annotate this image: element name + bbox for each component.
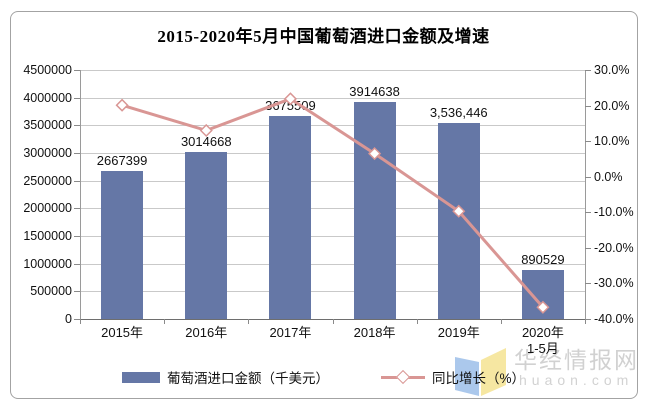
chart-title: 2015-2020年5月中国葡萄酒进口金额及增速 bbox=[157, 27, 490, 46]
right-axis-tick-label: 0.0% bbox=[594, 169, 623, 184]
right-axis-tick-label: -40.0% bbox=[594, 312, 634, 326]
diamond-marker-icon bbox=[395, 369, 411, 385]
left-axis-tick bbox=[74, 291, 80, 293]
left-axis-tick-label: 4000000 bbox=[23, 90, 72, 105]
watermark-text: 华经情报网 bbox=[514, 347, 639, 373]
watermark-domain: huaon.com bbox=[519, 372, 634, 388]
left-axis-tick-label: 2000000 bbox=[23, 201, 72, 216]
left-axis-tick bbox=[74, 180, 80, 182]
bar-data-label: 3,536,446 bbox=[429, 105, 488, 121]
bar bbox=[185, 152, 228, 319]
left-axis-tick bbox=[74, 153, 80, 154]
watermark-book-logo bbox=[455, 348, 506, 396]
right-axis-tick bbox=[585, 105, 591, 107]
gridline bbox=[80, 236, 585, 237]
x-axis-tick bbox=[164, 319, 166, 324]
left-axis-tick-label: 0 bbox=[65, 312, 72, 326]
x-axis-tick bbox=[416, 319, 418, 324]
gridline bbox=[80, 70, 585, 71]
x-axis-tick bbox=[585, 319, 586, 324]
bar-data-label: 3914638 bbox=[349, 84, 400, 100]
right-axis-line bbox=[585, 70, 586, 319]
bar bbox=[353, 102, 396, 319]
x-axis-category-label: 2018年 bbox=[353, 325, 396, 340]
left-axis-tick bbox=[74, 263, 80, 265]
right-axis-tick bbox=[585, 319, 591, 320]
left-axis-tick bbox=[74, 236, 80, 237]
left-axis-tick-label: 3000000 bbox=[23, 146, 72, 160]
right-axis-tick bbox=[585, 247, 591, 249]
left-axis-tick-label: 4500000 bbox=[23, 63, 72, 77]
legend-label-line: 同比增长（%） bbox=[431, 371, 525, 386]
right-axis-tick bbox=[585, 283, 591, 285]
chart-border-frame bbox=[10, 11, 638, 399]
x-axis-category-label: 2015年 bbox=[101, 325, 144, 340]
legend: 葡萄酒进口金额（千美元） 同比增长（%） bbox=[10, 367, 637, 387]
left-axis-tick bbox=[74, 125, 80, 127]
x-axis-tick bbox=[248, 319, 250, 324]
x-axis-tick bbox=[332, 319, 334, 324]
x-axis-tick bbox=[80, 319, 81, 324]
legend-item-line: 同比增长（%） bbox=[380, 367, 525, 387]
right-axis-tick bbox=[585, 176, 591, 178]
bar-data-label: 3675509 bbox=[265, 97, 316, 113]
left-axis-tick bbox=[74, 70, 80, 71]
left-axis-tick-label: 3500000 bbox=[23, 118, 72, 133]
left-axis-tick-label: 1000000 bbox=[23, 256, 72, 271]
right-axis-tick-label: -30.0% bbox=[594, 276, 634, 291]
gridline bbox=[80, 125, 585, 127]
gridline bbox=[80, 180, 585, 182]
left-axis-tick bbox=[74, 319, 80, 320]
logo-left-page bbox=[455, 357, 479, 396]
right-axis-tick-label: 20.0% bbox=[594, 98, 630, 113]
line-series-swatch bbox=[380, 369, 425, 385]
left-axis-line bbox=[80, 70, 81, 319]
x-axis-category-label: 2020年 1-5月 bbox=[501, 325, 585, 358]
bar-series-swatch bbox=[121, 371, 160, 383]
left-axis-tick-label: 2500000 bbox=[23, 173, 72, 188]
bar bbox=[101, 171, 144, 319]
x-axis-tick bbox=[500, 319, 502, 324]
right-axis-tick bbox=[585, 70, 591, 71]
x-axis-category-label: 2019年 bbox=[437, 325, 480, 340]
bar bbox=[521, 269, 564, 319]
bar-data-label: 890529 bbox=[521, 251, 565, 267]
right-axis-tick-label: 30.0% bbox=[594, 63, 630, 77]
bar bbox=[437, 123, 480, 319]
left-axis-tick bbox=[74, 97, 80, 99]
gridline bbox=[80, 208, 585, 210]
legend-label-bar: 葡萄酒进口金额（千美元） bbox=[166, 371, 329, 386]
x-axis-category-label: 2017年 bbox=[269, 325, 312, 340]
right-axis-tick-label: -20.0% bbox=[594, 240, 634, 255]
bar-data-label: 3014668 bbox=[180, 134, 232, 150]
left-axis-tick bbox=[74, 208, 80, 210]
right-axis-tick bbox=[585, 212, 591, 214]
right-axis-tick-label: -10.0% bbox=[594, 205, 634, 220]
legend-item-bar: 葡萄酒进口金额（千美元） bbox=[121, 367, 329, 387]
x-axis-category-label: 2016年 bbox=[185, 325, 228, 340]
right-axis-tick bbox=[585, 141, 591, 143]
right-axis-tick-label: 10.0% bbox=[594, 134, 630, 149]
left-axis-tick-label: 1500000 bbox=[23, 229, 72, 243]
x-axis-category-sublabel: 1-5月 bbox=[527, 341, 559, 357]
left-axis-tick-label: 500000 bbox=[30, 284, 72, 299]
logo-right-page bbox=[481, 348, 506, 396]
gridline bbox=[80, 291, 585, 293]
bar-data-label: 2667399 bbox=[96, 153, 148, 169]
bar bbox=[269, 115, 312, 319]
